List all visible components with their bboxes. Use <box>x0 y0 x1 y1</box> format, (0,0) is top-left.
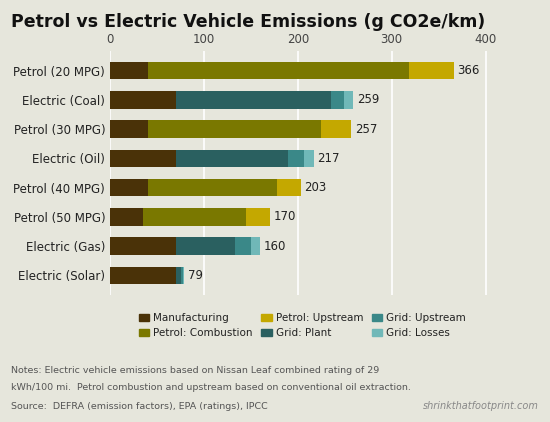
Bar <box>251 238 260 255</box>
Bar <box>176 238 235 255</box>
Bar <box>110 91 176 108</box>
Bar <box>147 179 277 197</box>
Bar <box>235 238 251 255</box>
Bar <box>277 179 301 197</box>
Text: 170: 170 <box>273 211 296 223</box>
Text: 203: 203 <box>304 181 327 194</box>
Legend: Manufacturing, Petrol: Combustion, Petrol: Upstream, Grid: Plant, Grid: Upstream: Manufacturing, Petrol: Combustion, Petro… <box>135 309 470 343</box>
Bar <box>288 149 304 167</box>
Text: 259: 259 <box>357 93 379 106</box>
Bar <box>183 267 184 284</box>
Bar <box>182 267 183 284</box>
Text: kWh/100 mi.  Petrol combustion and upstream based on conventional oil extraction: kWh/100 mi. Petrol combustion and upstre… <box>11 383 411 392</box>
Bar <box>344 91 353 108</box>
Bar <box>304 149 314 167</box>
Bar <box>110 179 147 197</box>
Bar <box>176 149 288 167</box>
Bar <box>110 62 147 79</box>
Bar <box>147 120 321 138</box>
Bar <box>331 91 344 108</box>
Bar <box>409 62 454 79</box>
Bar <box>321 120 351 138</box>
Text: Notes: Electric vehicle emissions based on Nissan Leaf combined rating of 29: Notes: Electric vehicle emissions based … <box>11 366 379 376</box>
Bar <box>110 149 176 167</box>
Text: 160: 160 <box>264 240 287 253</box>
Bar <box>147 62 409 79</box>
Bar <box>110 208 143 226</box>
Bar <box>176 91 331 108</box>
Bar <box>110 238 176 255</box>
Bar <box>110 120 147 138</box>
Text: 366: 366 <box>458 64 480 77</box>
Text: Source:  DEFRA (emission factors), EPA (ratings), IPCC: Source: DEFRA (emission factors), EPA (r… <box>11 402 268 411</box>
Text: 257: 257 <box>355 123 377 135</box>
Bar <box>143 208 246 226</box>
Bar <box>176 267 182 284</box>
Text: 217: 217 <box>317 152 340 165</box>
Text: Petrol vs Electric Vehicle Emissions (g CO2e/km): Petrol vs Electric Vehicle Emissions (g … <box>11 13 485 31</box>
Text: shrinkthatfootprint.com: shrinkthatfootprint.com <box>423 401 539 411</box>
Bar <box>246 208 270 226</box>
Bar <box>110 267 176 284</box>
Text: 79: 79 <box>188 269 203 282</box>
